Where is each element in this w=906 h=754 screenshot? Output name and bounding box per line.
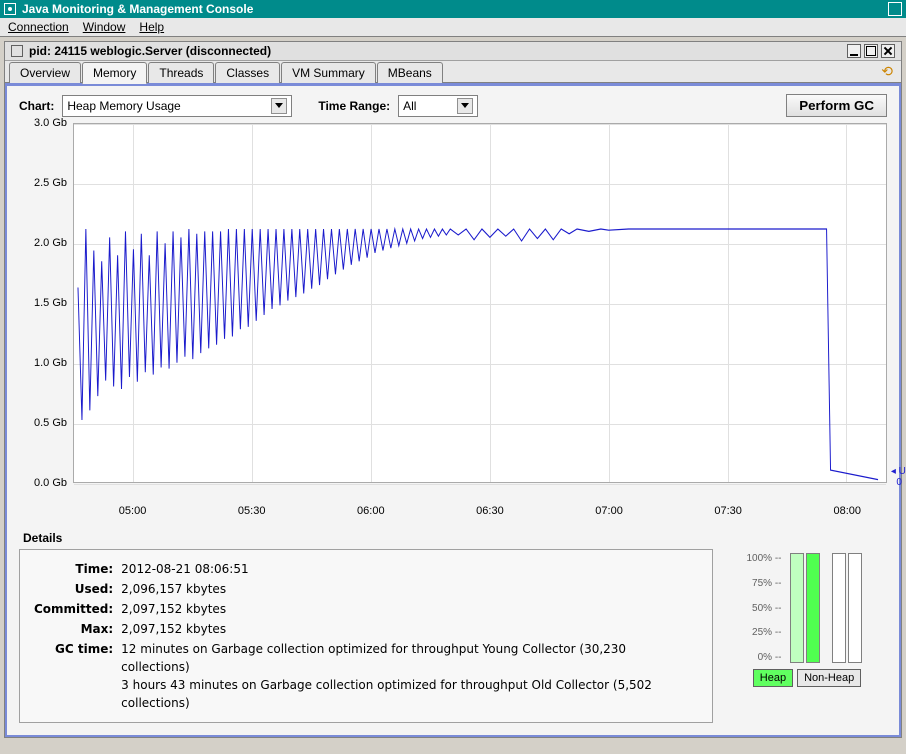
detail-value: 2,097,152 kbytes xyxy=(121,620,698,638)
timerange-value: All xyxy=(403,99,416,113)
memory-panel: Chart: Heap Memory Usage Time Range: All… xyxy=(5,83,901,737)
controls-row: Chart: Heap Memory Usage Time Range: All… xyxy=(19,94,887,117)
heap-button[interactable]: Heap xyxy=(753,669,793,687)
details-heading: Details xyxy=(23,531,887,545)
detail-label: Used: xyxy=(34,580,119,598)
usage-bar[interactable] xyxy=(832,553,846,663)
iw-close-button[interactable] xyxy=(881,44,895,58)
internal-window-titlebar: pid: 24115 weblogic.Server (disconnected… xyxy=(5,42,901,61)
tab-overview[interactable]: Overview xyxy=(9,62,81,83)
x-tick-label: 07:30 xyxy=(714,505,742,517)
tab-memory[interactable]: Memory xyxy=(82,62,147,84)
chart-select[interactable]: Heap Memory Usage xyxy=(62,95,292,117)
perform-gc-button[interactable]: Perform GC xyxy=(786,94,887,117)
chart-legend: ◂ Used 0 xyxy=(891,466,906,488)
app-icon xyxy=(4,3,16,15)
menu-window[interactable]: Window xyxy=(83,20,126,34)
usage-bar[interactable] xyxy=(848,553,862,663)
heap-bar-group xyxy=(790,553,820,663)
detail-label: Time: xyxy=(34,560,119,578)
internal-window-title: pid: 24115 weblogic.Server (disconnected… xyxy=(29,44,271,58)
y-tick-label: 0.5 Gb xyxy=(34,417,67,429)
detail-value: 2012-08-21 08:06:51 xyxy=(121,560,698,578)
tab-vm-summary[interactable]: VM Summary xyxy=(281,62,376,83)
chart-plot: ◂ Used 0 xyxy=(73,123,887,483)
usage-scale: 100% --75% --50% --25% --0% -- xyxy=(746,553,781,663)
y-axis: 0.0 Gb0.5 Gb1.0 Gb1.5 Gb2.0 Gb2.5 Gb3.0 … xyxy=(19,123,73,503)
x-tick-label: 06:30 xyxy=(476,505,504,517)
detail-label: Max: xyxy=(34,620,119,638)
timerange-label: Time Range: xyxy=(318,99,390,113)
iw-minimize-button[interactable] xyxy=(847,44,861,58)
x-tick-label: 05:00 xyxy=(119,505,147,517)
usage-bar[interactable] xyxy=(806,553,820,663)
internal-window: pid: 24115 weblogic.Server (disconnected… xyxy=(4,41,902,738)
window-title: Java Monitoring & Management Console xyxy=(22,2,253,16)
usage-box: 100% --75% --50% --25% --0% -- Heap Non-… xyxy=(727,549,887,723)
x-tick-label: 05:30 xyxy=(238,505,266,517)
y-tick-label: 3.0 Gb xyxy=(34,117,67,129)
maximize-button[interactable] xyxy=(888,2,902,16)
detail-label: Committed: xyxy=(34,600,119,618)
x-tick-label: 07:00 xyxy=(595,505,623,517)
y-tick-label: 2.5 Gb xyxy=(34,177,67,189)
tabs: OverviewMemoryThreadsClassesVM SummaryMB… xyxy=(5,61,901,83)
detail-value: 2,096,157 kbytes xyxy=(121,580,698,598)
y-tick-label: 2.0 Gb xyxy=(34,237,67,249)
x-tick-label: 08:00 xyxy=(834,505,862,517)
refresh-icon[interactable]: ⟲ xyxy=(877,63,897,80)
menu-connection[interactable]: Connection xyxy=(8,20,69,34)
tab-threads[interactable]: Threads xyxy=(148,62,214,83)
menu-help[interactable]: Help xyxy=(139,20,164,34)
nonheap-bar-group xyxy=(832,553,862,663)
chart-label: Chart: xyxy=(19,99,54,113)
chart-select-value: Heap Memory Usage xyxy=(67,99,180,113)
chart-area: 0.0 Gb0.5 Gb1.0 Gb1.5 Gb2.0 Gb2.5 Gb3.0 … xyxy=(19,123,887,503)
y-tick-label: 1.5 Gb xyxy=(34,297,67,309)
detail-value: 2,097,152 kbytes xyxy=(121,600,698,618)
details-table: Time:2012-08-21 08:06:51Used:2,096,157 k… xyxy=(32,558,700,714)
y-tick-label: 1.0 Gb xyxy=(34,357,67,369)
y-tick-label: 0.0 Gb xyxy=(34,477,67,489)
chevron-down-icon xyxy=(271,98,287,114)
titlebar: Java Monitoring & Management Console xyxy=(0,0,906,18)
nonheap-button[interactable]: Non-Heap xyxy=(797,669,861,687)
detail-value: 12 minutes on Garbage collection optimiz… xyxy=(121,640,698,712)
doc-icon xyxy=(11,45,23,57)
tab-classes[interactable]: Classes xyxy=(215,62,280,83)
usage-bar[interactable] xyxy=(790,553,804,663)
x-tick-label: 06:00 xyxy=(357,505,385,517)
timerange-select[interactable]: All xyxy=(398,95,478,117)
iw-maximize-button[interactable] xyxy=(864,44,878,58)
tab-mbeans[interactable]: MBeans xyxy=(377,62,443,83)
menubar: Connection Window Help xyxy=(0,18,906,37)
x-axis: 05:00 05:30 06:00 06:30 07:00 07:30 08:00 xyxy=(73,503,887,521)
chevron-down-icon xyxy=(457,98,473,114)
detail-label: GC time: xyxy=(34,640,119,712)
details-box: Time:2012-08-21 08:06:51Used:2,096,157 k… xyxy=(19,549,713,723)
